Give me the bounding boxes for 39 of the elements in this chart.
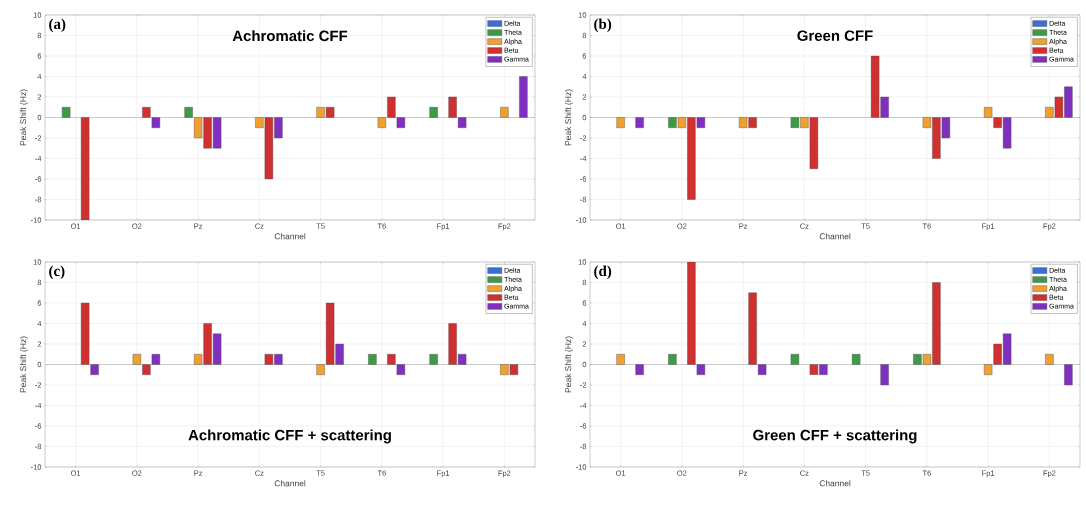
bar bbox=[377, 117, 387, 128]
bar bbox=[500, 107, 509, 118]
x-axis-title: Channel bbox=[819, 233, 851, 240]
text: Green CFF + scattering bbox=[753, 429, 917, 444]
annotation: (c) bbox=[49, 265, 65, 280]
y-axis-title: Peak Shift (Hz) bbox=[564, 336, 573, 393]
bar bbox=[790, 354, 800, 365]
y-axis-title: Peak Shift (Hz) bbox=[19, 336, 28, 393]
bar bbox=[668, 354, 677, 365]
bar bbox=[616, 117, 625, 128]
annotation: (b) bbox=[594, 18, 612, 33]
bar bbox=[616, 354, 625, 365]
y-axis-title: Peak Shift (Hz) bbox=[564, 89, 573, 146]
bar bbox=[880, 364, 889, 386]
bar bbox=[429, 354, 438, 365]
x-axis-title: Channel bbox=[819, 480, 851, 487]
annotation: (a) bbox=[49, 18, 66, 33]
x-axis-title: Channel bbox=[274, 233, 306, 240]
bar bbox=[1064, 364, 1073, 386]
y-axis-title: Peak Shift (Hz) bbox=[19, 89, 28, 146]
bar bbox=[368, 354, 377, 365]
bar bbox=[212, 117, 222, 149]
bar bbox=[396, 117, 406, 128]
bar bbox=[151, 117, 161, 128]
annotation: (d) bbox=[594, 265, 612, 280]
bar bbox=[635, 117, 644, 128]
bar bbox=[635, 364, 644, 375]
bar bbox=[274, 117, 283, 139]
bar bbox=[255, 117, 264, 128]
text: Achromatic CFF bbox=[232, 30, 348, 42]
x-axis-title: Channel bbox=[274, 480, 306, 487]
bar bbox=[429, 107, 438, 118]
bar bbox=[1045, 354, 1054, 365]
bar bbox=[316, 107, 325, 118]
bar bbox=[61, 107, 71, 118]
bar bbox=[851, 354, 861, 365]
text: Green CFF bbox=[797, 30, 873, 41]
text: Achromatic CFF + scattering bbox=[188, 429, 391, 444]
bar bbox=[519, 76, 528, 118]
